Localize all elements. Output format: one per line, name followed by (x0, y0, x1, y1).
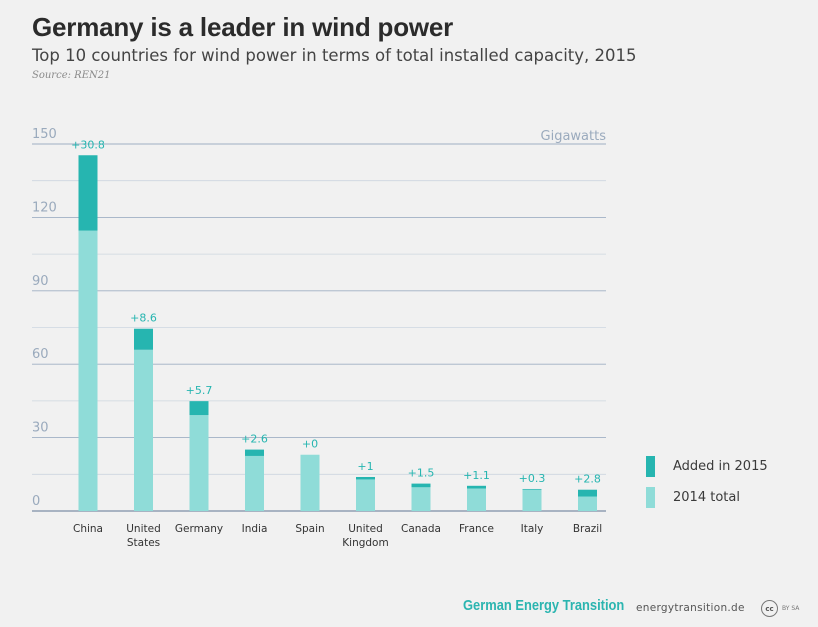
y-tick-label: 30 (32, 421, 49, 436)
bar-2014-total (578, 496, 597, 511)
footer-url-link[interactable]: energytransition.de (636, 602, 745, 614)
bar-added-2015 (78, 155, 98, 231)
chart-subtitle: Top 10 countries for wind power in terms… (32, 46, 637, 65)
data-label: +5.7 (186, 384, 213, 397)
data-label: +0 (302, 438, 318, 451)
x-tick-label: United (348, 523, 383, 535)
legend-swatch-2014 (646, 487, 655, 508)
bar-2014-total (522, 489, 542, 511)
bar-2014-total (78, 230, 98, 511)
data-label: +1 (357, 460, 373, 473)
x-tick-label: France (459, 523, 494, 535)
x-tick-label: Germany (175, 523, 223, 535)
bar-added-2015 (467, 485, 486, 489)
footer-brand-logo[interactable]: German Energy Transition (463, 597, 625, 614)
legend-swatch-added (646, 456, 655, 477)
cc-license-text: BY SA (782, 605, 800, 612)
bar-added-2015 (245, 449, 264, 456)
x-tick-label: Kingdom (342, 537, 388, 549)
data-label: +1.1 (463, 469, 490, 482)
bar-added-2015 (578, 489, 597, 497)
x-tick-label: Spain (295, 523, 324, 535)
legend-label-added: Added in 2015 (673, 459, 768, 474)
data-label: +30.8 (71, 138, 105, 151)
x-tick-label: United (126, 523, 161, 535)
data-label: +0.3 (519, 472, 546, 485)
x-tick-label: Brazil (573, 523, 602, 535)
data-label: +1.5 (408, 467, 435, 480)
data-label: +2.6 (241, 433, 268, 446)
y-tick-label: 0 (32, 494, 40, 509)
bar-added-2015 (356, 476, 375, 480)
y-tick-label: 120 (32, 200, 57, 215)
x-tick-label: Italy (521, 523, 544, 535)
legend-item-2014: 2014 total (646, 487, 740, 508)
data-label: +2.8 (574, 473, 601, 486)
bar-2014-total (134, 349, 153, 511)
bar-added-2015 (522, 488, 542, 490)
data-label: +8.6 (130, 312, 157, 325)
bar-2014-total (467, 488, 486, 511)
unit-label: Gigawatts (541, 129, 607, 144)
chart-source: Source: REN21 (32, 70, 111, 81)
legend-item-added: Added in 2015 (646, 456, 768, 477)
x-tick-label: India (242, 523, 268, 535)
bar-added-2015 (134, 328, 153, 350)
bar-2014-total (189, 415, 209, 511)
y-tick-label: 60 (32, 347, 49, 362)
bar-added-2015 (411, 483, 431, 488)
y-tick-label: 150 (32, 127, 57, 142)
bar-2014-total (356, 479, 375, 511)
y-tick-label: 90 (32, 274, 49, 289)
bar-2014-total (245, 455, 264, 511)
x-tick-label: Canada (401, 523, 441, 535)
x-tick-label: China (73, 523, 103, 535)
bar-2014-total (411, 487, 431, 511)
legend-label-2014: 2014 total (673, 490, 740, 505)
x-tick-label: States (127, 537, 160, 549)
cc-license-icon: cc (761, 600, 778, 617)
bar-added-2015 (189, 401, 209, 416)
chart-title: Germany is a leader in wind power (32, 12, 454, 42)
bar-2014-total (300, 454, 320, 511)
